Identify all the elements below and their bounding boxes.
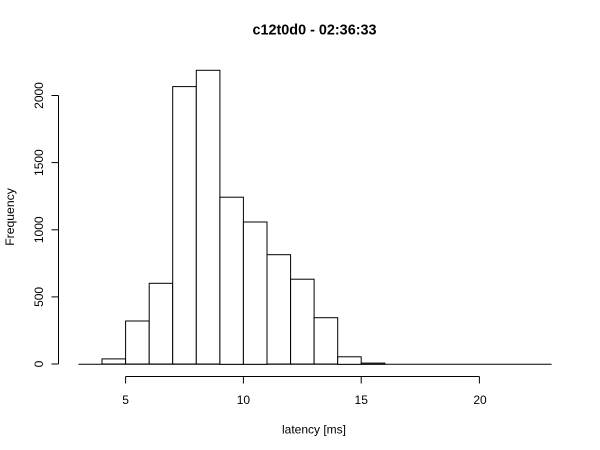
svg-text:0: 0 [32,360,46,367]
svg-text:15: 15 [355,393,369,407]
svg-text:5: 5 [122,393,129,407]
svg-text:Frequency: Frequency [3,187,17,245]
svg-text:latency [ms]: latency [ms] [282,423,346,437]
svg-text:1000: 1000 [32,216,46,243]
svg-text:500: 500 [32,287,46,307]
svg-text:10: 10 [237,393,251,407]
svg-text:2000: 2000 [32,82,46,109]
svg-text:c12t0d0 - 02:36:33: c12t0d0 - 02:36:33 [253,23,377,39]
svg-text:1500: 1500 [32,149,46,176]
svg-text:20: 20 [473,393,487,407]
